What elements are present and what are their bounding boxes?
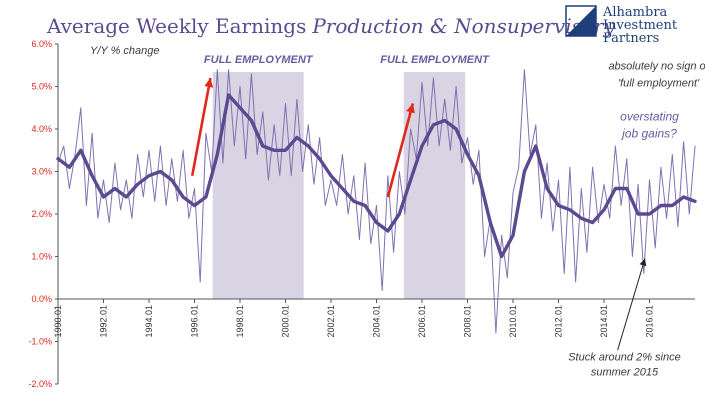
y-tick-label: -2.0% (28, 379, 52, 389)
annotation-6: summer 2015 (591, 367, 659, 379)
y-tick-label: -1.0% (28, 337, 52, 347)
x-tick-label: 2000.01 (281, 305, 291, 338)
chart-title-italic: Production & Nonsupervisory (311, 14, 615, 38)
annotation-pointer (617, 258, 646, 351)
y-tick-label: 4.0% (31, 124, 52, 134)
bands-layer: FULL EMPLOYMENT FULL EMPLOYMENT (204, 54, 490, 299)
red-arrow-2-head (406, 103, 415, 114)
red-arrow-2 (386, 103, 415, 198)
x-tick-label: 1990.01 (53, 305, 63, 338)
y-tick-label: 0.0% (31, 294, 52, 304)
annotation-pointer-head (639, 258, 647, 267)
x-tick-label: 2014.01 (599, 305, 609, 338)
x-tick-label: 2008.01 (463, 305, 473, 338)
band-label-1: FULL EMPLOYMENT (204, 54, 314, 66)
band-1 (212, 72, 304, 299)
band-label-2: FULL EMPLOYMENT (380, 54, 490, 66)
x-tick-label: 1994.01 (144, 305, 154, 338)
x-tick-label: 2006.01 (417, 305, 427, 338)
series-monthly-line (57, 69, 696, 334)
y-tick-label: 6.0% (31, 39, 52, 49)
x-tick-label: 1998.01 (235, 305, 245, 338)
logo: Alhambra Investment Partners (565, 5, 678, 46)
annotations-layer: absolutely no sign of 'full employment' ov… (568, 61, 705, 379)
x-tick-label: 2016.01 (645, 305, 655, 338)
x-tick-label: 2012.01 (554, 305, 564, 338)
red-arrow-1-head (204, 78, 214, 88)
y-tick-label: 2.0% (31, 209, 52, 219)
annotation-3: overstating (620, 110, 679, 124)
annotation-1: absolutely no sign of (608, 61, 705, 73)
x-tick-label: 1996.01 (190, 305, 200, 338)
x-tick-label: 1992.01 (99, 305, 109, 338)
axes-layer: 6.0% 5.0% 4.0% 3.0% 2.0% 1.0% 0.0% -1.0% -2.0% 19… (28, 39, 695, 389)
annotation-5: Stuck around 2% since (568, 352, 681, 364)
series-layer (56, 69, 697, 334)
y-axis-label: Y/Y % change (90, 45, 160, 57)
x-tick-label: 2004.01 (372, 305, 382, 338)
annotation-2: 'full employment' (618, 78, 700, 90)
arrows-layer (190, 77, 647, 351)
x-tick-label: 2002.01 (326, 305, 336, 338)
y-tick-label: 3.0% (31, 167, 52, 177)
y-tick-label: 5.0% (31, 82, 52, 92)
logo-mark-fill (566, 6, 596, 36)
annotation-4: job gains? (620, 127, 677, 141)
chart-title-main: Average Weekly Earnings (46, 14, 306, 38)
logo-line-1: Alhambra (602, 5, 668, 20)
chart-title: Average Weekly Earnings Production & Nons… (46, 14, 615, 38)
red-arrow-1 (190, 77, 212, 176)
logo-line-3: Partners (603, 31, 659, 46)
y-tick-label: 1.0% (31, 252, 52, 262)
series-smoothed-line (56, 93, 697, 259)
x-tick-label: 2010.01 (508, 305, 518, 338)
logo-line-2: Investment (603, 18, 678, 33)
